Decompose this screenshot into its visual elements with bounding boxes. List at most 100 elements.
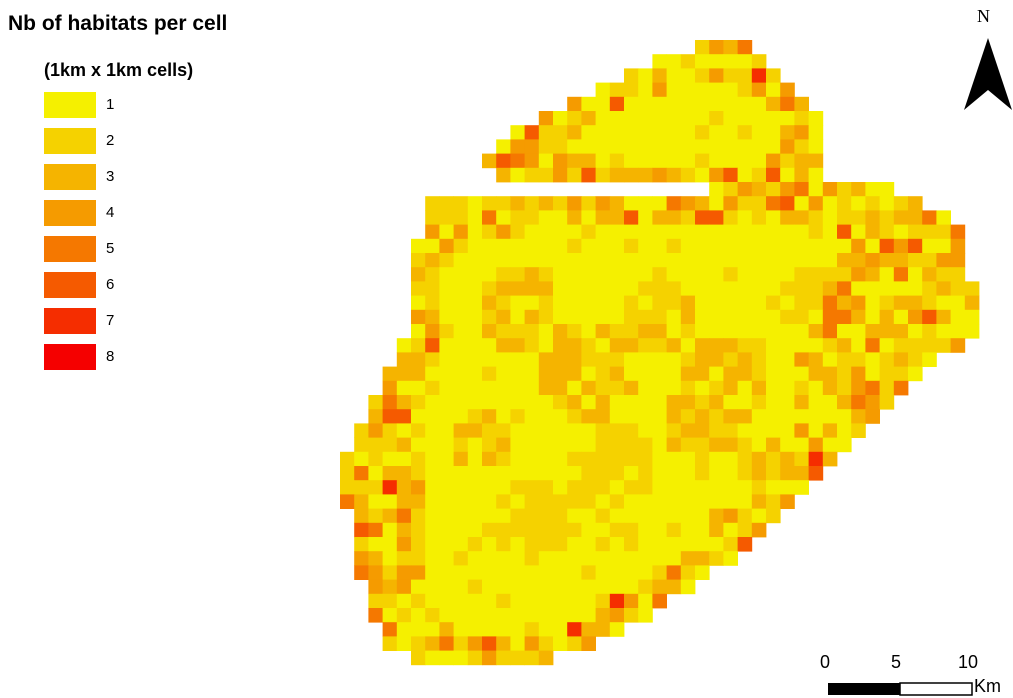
habitat-cell bbox=[737, 466, 753, 481]
habitat-cell bbox=[510, 352, 525, 367]
habitat-cell bbox=[581, 196, 596, 211]
habitat-cell bbox=[609, 409, 625, 424]
habitat-cell bbox=[837, 380, 852, 396]
habitat-cell bbox=[482, 494, 497, 509]
habitat-cell bbox=[609, 96, 625, 112]
habitat-cell bbox=[723, 423, 738, 438]
habitat-cell bbox=[680, 338, 696, 353]
habitat-cell bbox=[467, 224, 483, 240]
habitat-cell bbox=[609, 309, 625, 325]
habitat-cell bbox=[766, 210, 781, 225]
habitat-cell bbox=[453, 267, 469, 282]
habitat-cell bbox=[496, 480, 511, 495]
habitat-cell bbox=[879, 309, 895, 325]
habitat-cell bbox=[780, 167, 795, 183]
habitat-cell bbox=[439, 210, 454, 225]
habitat-cell bbox=[496, 551, 511, 566]
habitat-cell bbox=[794, 423, 809, 438]
habitat-cell bbox=[865, 352, 880, 367]
habitat-cell bbox=[482, 196, 497, 211]
habitat-cell bbox=[482, 622, 497, 637]
habitat-cell bbox=[524, 253, 540, 268]
habitat-cell bbox=[879, 238, 895, 254]
habitat-cell bbox=[638, 423, 653, 438]
habitat-cell bbox=[411, 636, 426, 651]
habitat-cell bbox=[893, 324, 909, 339]
habitat-cell bbox=[695, 480, 710, 495]
habitat-cell bbox=[922, 324, 937, 339]
habitat-cell bbox=[680, 395, 696, 410]
habitat-cell bbox=[496, 650, 511, 666]
habitat-cell bbox=[638, 96, 653, 112]
habitat-cell bbox=[439, 366, 454, 382]
habitat-cell bbox=[453, 324, 469, 339]
habitat-cell bbox=[638, 309, 653, 325]
habitat-cell bbox=[368, 579, 383, 595]
habitat-cell bbox=[609, 324, 625, 339]
habitat-cell bbox=[950, 295, 966, 311]
habitat-cell bbox=[524, 565, 540, 580]
habitat-cell bbox=[411, 537, 426, 552]
habitat-cell bbox=[709, 267, 724, 282]
habitat-cell bbox=[567, 409, 582, 424]
habitat-cell bbox=[482, 608, 497, 623]
habitat-cell bbox=[482, 253, 497, 268]
habitat-cell bbox=[680, 253, 696, 268]
habitat-cell bbox=[368, 551, 383, 566]
habitat-cell bbox=[652, 466, 667, 481]
habitat-cell bbox=[638, 82, 653, 98]
habitat-cell bbox=[723, 54, 738, 69]
habitat-cell bbox=[425, 622, 440, 637]
habitat-cell bbox=[567, 111, 582, 126]
habitat-cell bbox=[723, 352, 738, 367]
habitat-cell bbox=[879, 395, 895, 410]
habitat-cell bbox=[737, 40, 753, 55]
habitat-cell bbox=[737, 480, 753, 495]
habitat-cell bbox=[396, 395, 412, 410]
habitat-cell bbox=[964, 324, 980, 339]
habitat-cell bbox=[538, 238, 554, 254]
habitat-cell bbox=[652, 267, 667, 282]
habitat-cell bbox=[411, 650, 426, 666]
habitat-cell bbox=[680, 82, 696, 98]
habitat-cell bbox=[709, 54, 724, 69]
habitat-cell bbox=[425, 423, 440, 438]
habitat-cell bbox=[553, 395, 568, 410]
habitat-cell bbox=[950, 309, 966, 325]
habitat-cell bbox=[638, 480, 653, 495]
habitat-cell bbox=[652, 593, 667, 609]
habitat-cell bbox=[851, 324, 866, 339]
habitat-cell bbox=[510, 451, 525, 467]
habitat-cell bbox=[496, 437, 511, 453]
habitat-cell bbox=[808, 139, 824, 154]
habitat-cell bbox=[567, 565, 582, 580]
habitat-cell bbox=[652, 352, 667, 367]
habitat-cell bbox=[609, 466, 625, 481]
habitat-cell bbox=[638, 338, 653, 353]
habitat-cell bbox=[879, 338, 895, 353]
habitat-cell bbox=[638, 281, 653, 296]
habitat-cell bbox=[467, 622, 483, 637]
habitat-cell bbox=[751, 480, 767, 495]
habitat-cell bbox=[609, 238, 625, 254]
habitat-cell bbox=[680, 309, 696, 325]
habitat-cell bbox=[624, 82, 639, 98]
habitat-cell bbox=[737, 437, 753, 453]
habitat-cell bbox=[453, 395, 469, 410]
habitat-cell bbox=[936, 281, 951, 296]
habitat-cell bbox=[624, 409, 639, 424]
habitat-cell bbox=[510, 253, 525, 268]
habitat-cell bbox=[538, 537, 554, 552]
habitat-cell bbox=[453, 622, 469, 637]
habitat-cell bbox=[695, 466, 710, 481]
habitat-cell bbox=[922, 338, 937, 353]
habitat-cell bbox=[766, 366, 781, 382]
habitat-cell bbox=[595, 111, 611, 126]
habitat-cell bbox=[766, 281, 781, 296]
habitat-cell bbox=[609, 593, 625, 609]
habitat-cell bbox=[751, 409, 767, 424]
habitat-cell bbox=[496, 593, 511, 609]
habitat-cell bbox=[737, 253, 753, 268]
habitat-cell bbox=[411, 324, 426, 339]
habitat-cell bbox=[709, 281, 724, 296]
